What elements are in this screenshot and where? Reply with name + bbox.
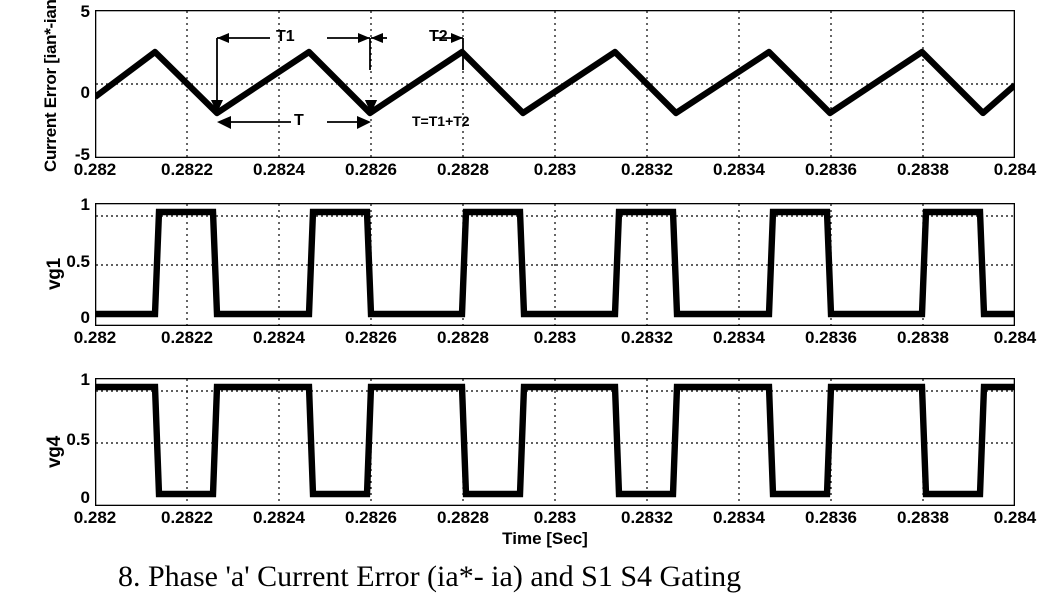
- ytick-p3-0: 0: [80, 488, 90, 507]
- plot-vg1: [95, 203, 1015, 326]
- xtick-p2-7: 0.2834: [713, 328, 765, 347]
- ytick-p3-05: 0.5: [66, 430, 90, 449]
- xtick-p2-6: 0.2832: [621, 328, 673, 347]
- ytick-p1-m5: -5: [74, 145, 90, 164]
- xtick-p2-1: 0.2822: [161, 328, 213, 347]
- xtick-p2-2: 0.2824: [253, 328, 305, 347]
- xtick-p3-8: 0.2836: [805, 508, 857, 527]
- xaxis-label: Time [Sec]: [502, 529, 588, 548]
- xtick-p1-10: 0.284: [993, 160, 1037, 179]
- panel-vg1: vg1 1 0.5 0 0.282 0.2822 0: [0, 185, 1049, 360]
- xtick-p1-9: 0.2838: [897, 160, 949, 179]
- xtick-p1-2: 0.2824: [253, 160, 305, 179]
- xtick-p2-4: 0.2828: [437, 328, 489, 347]
- xtick-p1-1: 0.2822: [161, 160, 213, 179]
- ytick-p2-0: 0: [80, 308, 90, 327]
- xtick-p1-5: 0.283: [533, 160, 577, 179]
- ytick-p2-05: 0.5: [66, 252, 90, 271]
- annotation-label-T-sum: T=T1+T2: [412, 113, 470, 129]
- ytick-p1-5: 5: [80, 2, 90, 21]
- xtick-p2-9: 0.2838: [897, 328, 949, 347]
- xtick-p2-8: 0.2836: [805, 328, 857, 347]
- xtick-p1-8: 0.2836: [805, 160, 857, 179]
- ytick-p1-0: 0: [80, 83, 90, 102]
- xtick-p3-5: 0.283: [533, 508, 577, 527]
- xtick-p3-1: 0.2822: [161, 508, 213, 527]
- xtick-p1-3: 0.2826: [345, 160, 397, 179]
- figure-caption: 8. Phase 'a' Current Error (ia*- ia) and…: [118, 560, 742, 593]
- xtick-p3-2: 0.2824: [253, 508, 305, 527]
- ytick-p3-1: 1: [80, 370, 90, 389]
- plot-vg4: [95, 378, 1015, 506]
- xtick-p3-6: 0.2832: [621, 508, 673, 527]
- xtick-p1-7: 0.2834: [713, 160, 765, 179]
- annotation-label-T2: T2: [429, 28, 448, 45]
- xtick-p1-6: 0.2832: [621, 160, 673, 179]
- xtick-p3-4: 0.2828: [437, 508, 489, 527]
- annotation-label-T1: T1: [276, 28, 295, 45]
- xtick-p3-7: 0.2834: [713, 508, 765, 527]
- xtick-p3-0: 0.282: [73, 508, 117, 527]
- xtick-p2-5: 0.283: [533, 328, 577, 347]
- xtick-p1-0: 0.282: [73, 160, 117, 179]
- xtick-p2-3: 0.2826: [345, 328, 397, 347]
- xtick-p2-0: 0.282: [73, 328, 117, 347]
- panel-vg4: vg4 1 0.5 0 0.282 0.2822 0.2824: [0, 360, 1049, 540]
- xtick-p3-3: 0.2826: [345, 508, 397, 527]
- xtick-p3-10: 0.284: [993, 508, 1037, 527]
- ytick-p2-1: 1: [80, 195, 90, 214]
- panel-current-error: Current Error [ian*-ian] 5 0 -5: [0, 0, 1049, 185]
- xtick-p1-4: 0.2828: [437, 160, 489, 179]
- xtick-p2-10: 0.284: [993, 328, 1037, 347]
- annotation-label-T: T: [294, 112, 304, 129]
- xtick-p3-9: 0.2838: [897, 508, 949, 527]
- plot-current-error: [95, 10, 1015, 158]
